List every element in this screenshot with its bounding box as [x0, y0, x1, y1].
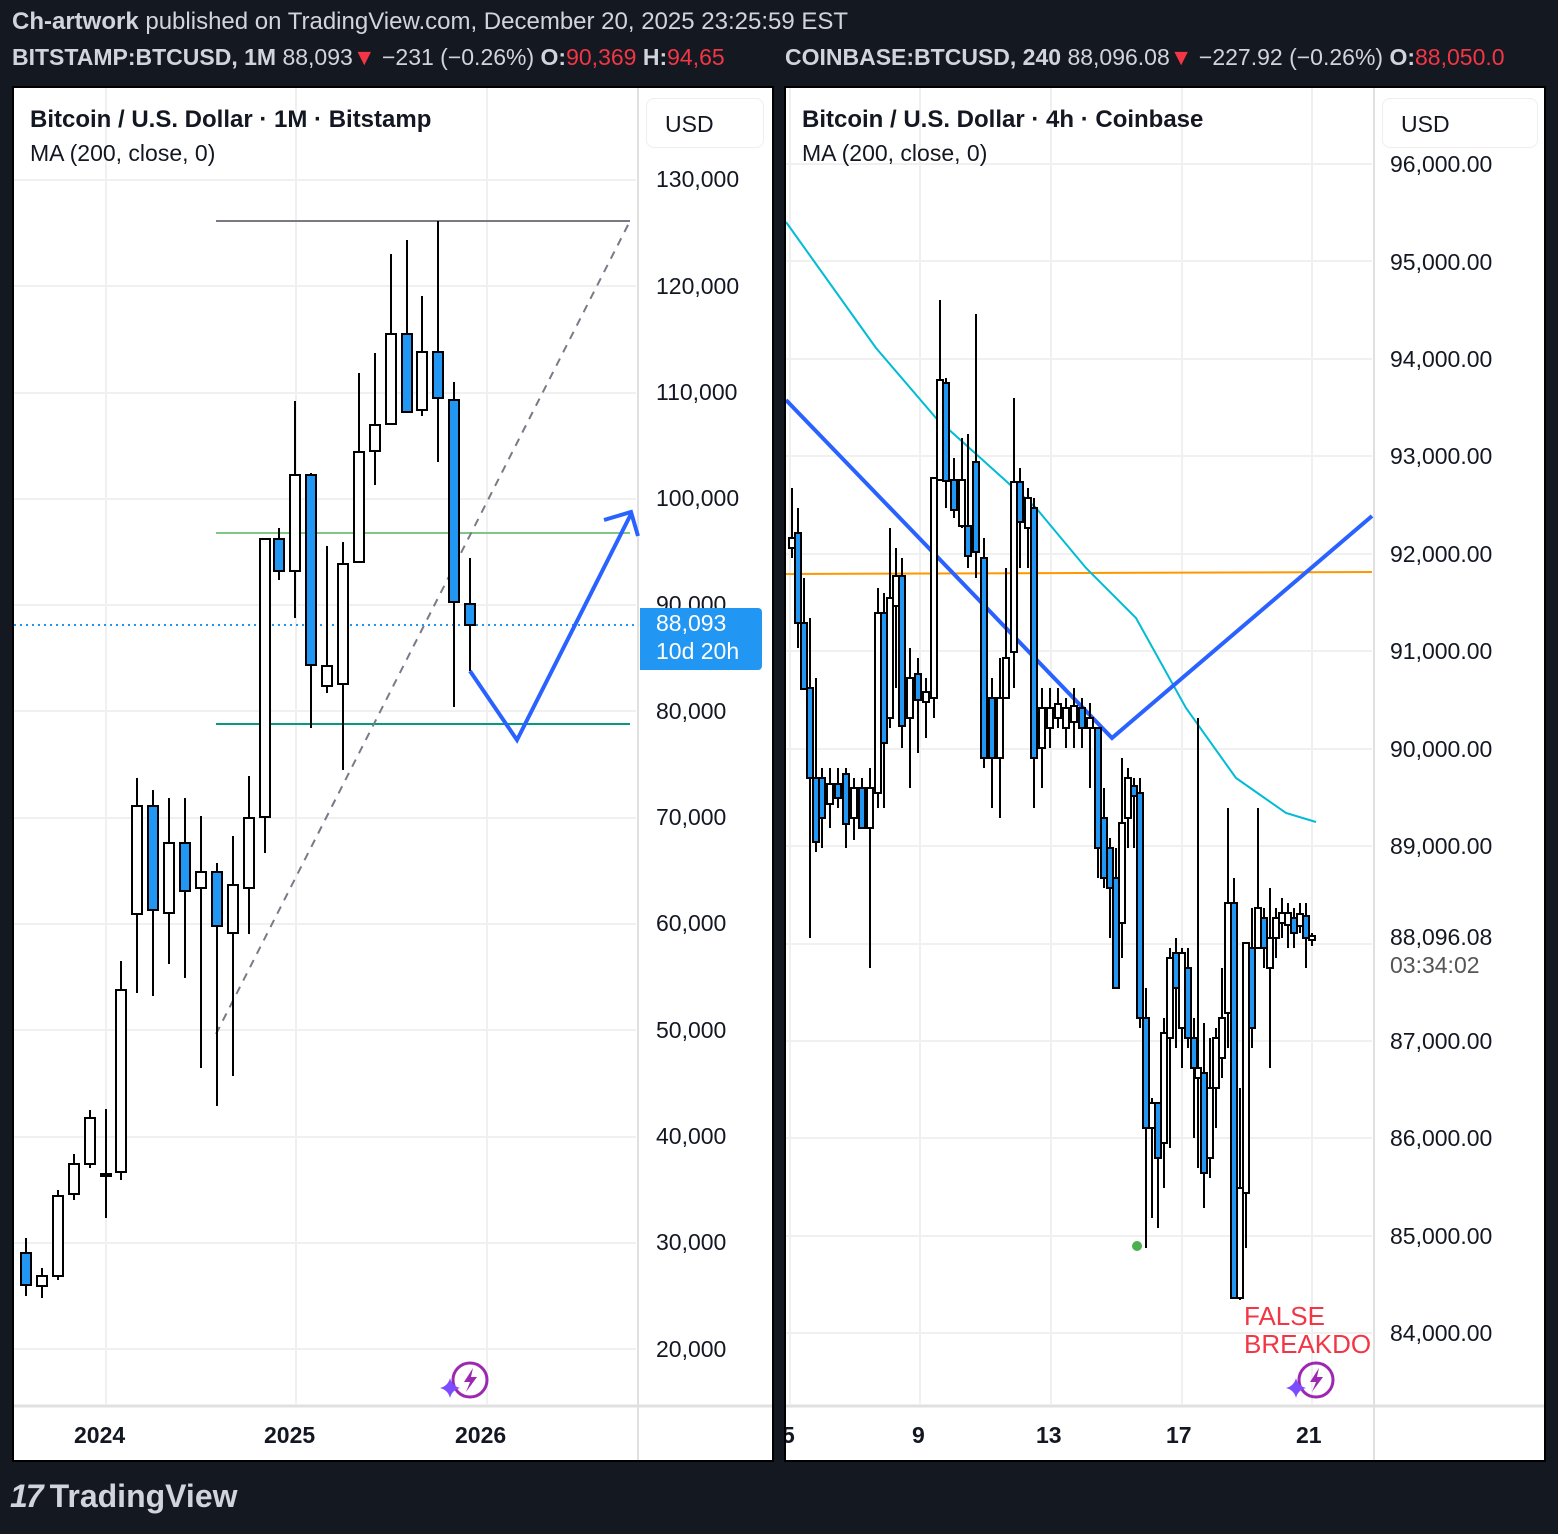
left-symbol[interactable]: BITSTAMP:BTCUSD, 1M: [12, 44, 277, 70]
y-tick: 93,000.00: [1390, 443, 1493, 469]
left-chart-title[interactable]: Bitcoin / U.S. Dollar · 1M · Bitstamp: [30, 106, 432, 133]
ma200-line: [786, 221, 1317, 823]
trend-projection-line: [786, 398, 1374, 741]
tradingview-logo[interactable]: 17 TradingView: [10, 1478, 238, 1515]
projection-arrowhead: [603, 509, 640, 537]
x-tick: 2026: [455, 1422, 507, 1448]
left-ma-indicator[interactable]: MA (200, close, 0): [30, 140, 216, 166]
y-tick: 130,000: [656, 166, 740, 192]
last-price-value: 88,093: [656, 610, 727, 636]
projection-path: [468, 513, 633, 744]
x-tick: 2024: [74, 1422, 126, 1448]
left-last-price: 88,093: [282, 44, 353, 70]
pivot-low-dot: [1132, 1241, 1142, 1251]
x-tick: 2025: [264, 1422, 316, 1448]
y-tick: 20,000: [656, 1336, 727, 1362]
x-tick: 5: [786, 1422, 795, 1449]
y-tick: 30,000: [656, 1229, 727, 1255]
left-currency-button[interactable]: USD: [646, 98, 764, 148]
y-tick: 70,000: [656, 804, 727, 830]
publish-text: published on TradingView.com, December 2…: [145, 8, 849, 35]
y-tick: 80,000: [656, 698, 727, 724]
right-open-label: O:: [1389, 44, 1416, 70]
x-tick: 17: [1166, 1422, 1192, 1448]
right-symbol-legend: COINBASE:BTCUSD, 240 88,096.08▼ −227.92 …: [785, 44, 1558, 71]
y-tick: 100,000: [656, 485, 740, 511]
right-change: −227.92 (−0.26%): [1198, 44, 1384, 70]
left-high-value: 94,65: [667, 44, 725, 70]
x-tick: 21: [1296, 1422, 1322, 1448]
y-tick: 60,000: [656, 910, 727, 936]
false-breakdown-annotation[interactable]: FALSE BREAKDO: [1244, 1302, 1371, 1358]
y-tick: 110,000: [656, 379, 738, 405]
left-chart-canvas[interactable]: [14, 88, 774, 1462]
tradingview-mark-icon: 17: [10, 1478, 44, 1514]
bar-countdown: 03:34:02: [1390, 952, 1480, 978]
y-tick: 87,000.00: [1390, 1028, 1493, 1054]
y-tick: 96,000.00: [1390, 151, 1493, 177]
y-tick: 84,000.00: [1390, 1320, 1493, 1346]
right-last-price: 88,096.08: [1067, 44, 1170, 70]
y-tick: 94,000.00: [1390, 346, 1493, 372]
down-triangle-icon: ▼: [1169, 44, 1193, 70]
y-tick: 86,000.00: [1390, 1125, 1493, 1151]
bar-countdown: 10d 20h: [656, 638, 740, 664]
last-price-badge: 88,093 10d 20h: [640, 608, 762, 670]
y-tick: 91,000.00: [1390, 638, 1493, 664]
dashed-trendline: [215, 220, 631, 1035]
y-tick: 120,000: [656, 273, 740, 299]
annotation-line-1: FALSE: [1244, 1301, 1325, 1331]
left-open-label: O:: [540, 44, 567, 70]
x-tick: 9: [912, 1422, 925, 1448]
left-open-value: 90,369: [566, 44, 637, 70]
annotation-line-2: BREAKDO: [1244, 1329, 1372, 1359]
right-chart-canvas[interactable]: [786, 88, 1546, 1462]
left-change: −231 (−0.26%): [381, 44, 535, 70]
tradingview-wordmark: TradingView: [49, 1478, 238, 1514]
orange-level-line: [786, 571, 1373, 575]
publish-info: Ch-artwork published on TradingView.com,…: [12, 8, 848, 36]
y-tick: 50,000: [656, 1017, 727, 1043]
x-tick: 13: [1036, 1422, 1062, 1448]
author-name[interactable]: Ch-artwork: [12, 8, 139, 35]
right-currency-button[interactable]: USD: [1382, 98, 1538, 148]
right-chart-panel[interactable]: Bitcoin / U.S. Dollar · 4h · Coinbase MA…: [784, 86, 1546, 1462]
right-chart-title[interactable]: Bitcoin / U.S. Dollar · 4h · Coinbase: [802, 106, 1204, 133]
y-tick: 89,000.00: [1390, 833, 1493, 859]
y-tick: 40,000: [656, 1123, 727, 1149]
y-tick: 85,000.00: [1390, 1223, 1493, 1249]
last-price-label: 88,096.08: [1390, 924, 1493, 950]
ai-lightning-icon[interactable]: [1284, 1358, 1340, 1404]
left-chart-panel[interactable]: Bitcoin / U.S. Dollar · 1M · Bitstamp MA…: [12, 86, 774, 1462]
y-tick: 92,000.00: [1390, 541, 1493, 567]
down-triangle-icon: ▼: [352, 44, 376, 70]
y-tick: 90,000.00: [1390, 736, 1493, 762]
right-symbol[interactable]: COINBASE:BTCUSD, 240: [785, 44, 1062, 70]
right-ma-indicator[interactable]: MA (200, close, 0): [802, 140, 988, 166]
right-open-value: 88,050.0: [1415, 44, 1505, 70]
ai-lightning-icon[interactable]: [438, 1358, 494, 1404]
y-tick: 95,000.00: [1390, 249, 1493, 275]
left-high-label: H:: [642, 44, 668, 70]
left-symbol-legend: BITSTAMP:BTCUSD, 1M 88,093▼ −231 (−0.26%…: [12, 44, 782, 71]
